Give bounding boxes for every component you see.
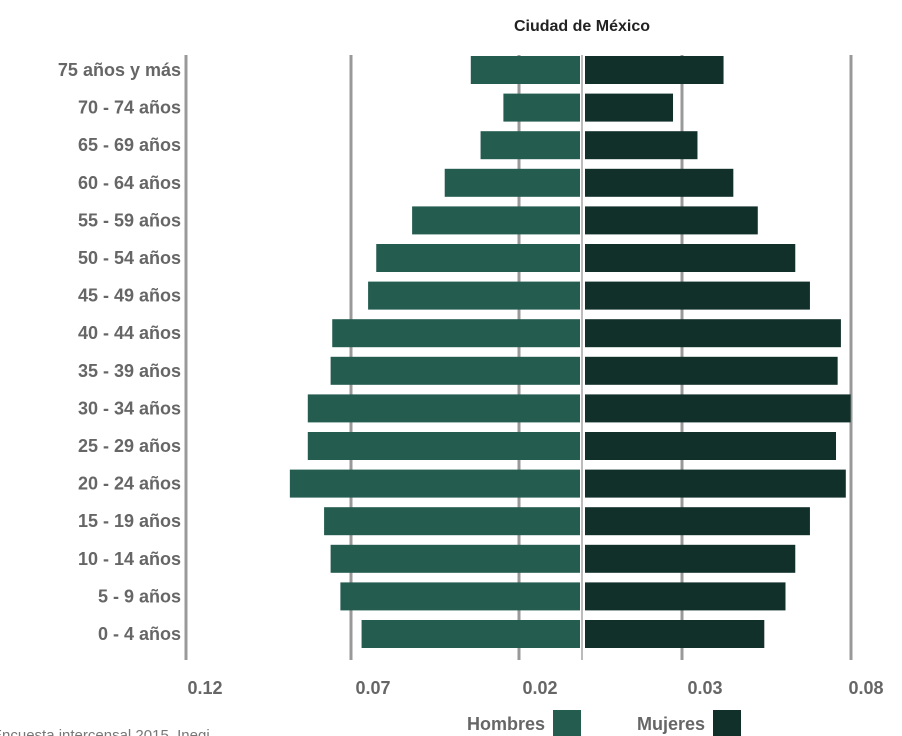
category-label: 35 - 39 años — [78, 361, 181, 381]
chart-title: Ciudad de México — [514, 18, 650, 35]
category-label: 45 - 49 años — [78, 286, 181, 306]
x-tick-label: 0.07 — [355, 678, 390, 698]
category-label: 65 - 69 años — [78, 135, 181, 155]
legend-swatch-mujeres — [713, 710, 741, 736]
legend: Hombres Mujeres — [467, 710, 741, 736]
bar-hombres — [368, 281, 580, 310]
category-label: 70 - 74 años — [78, 98, 181, 118]
bar-hombres — [480, 131, 580, 160]
bar-mujeres — [585, 507, 810, 536]
bar-mujeres — [585, 582, 786, 611]
bar-mujeres — [585, 56, 724, 84]
category-label: 40 - 44 años — [78, 323, 181, 343]
bar-mujeres — [585, 356, 838, 385]
category-label: 30 - 34 años — [78, 398, 181, 418]
bar-hombres — [412, 206, 580, 235]
category-label: 50 - 54 años — [78, 248, 181, 268]
category-label: 15 - 19 años — [78, 511, 181, 531]
bar-mujeres — [585, 544, 796, 573]
bar-mujeres — [585, 432, 837, 460]
bar-mujeres — [585, 620, 765, 648]
bar-mujeres — [585, 394, 851, 423]
bar-hombres — [330, 356, 580, 385]
category-labels: 75 años y más 70 - 74 años 65 - 69 años 60 … — [58, 60, 181, 644]
category-label: 55 - 59 años — [78, 210, 181, 230]
category-label: 75 años y más — [58, 60, 181, 80]
x-tick-label: 0.03 — [687, 678, 722, 698]
legend-label-hombres: Hombres — [467, 714, 545, 734]
category-label: 0 - 4 años — [98, 624, 181, 644]
category-label: 20 - 24 años — [78, 474, 181, 494]
bar-hombres — [324, 507, 580, 536]
bar-hombres — [444, 168, 580, 197]
bar-hombres — [340, 582, 580, 611]
bar-mujeres — [585, 281, 810, 310]
bar-hombres — [361, 620, 580, 648]
legend-label-mujeres: Mujeres — [637, 714, 705, 734]
bars-layer — [289, 55, 851, 660]
bar-hombres — [470, 56, 580, 84]
category-label: 5 - 9 años — [98, 586, 181, 606]
bar-hombres — [289, 469, 580, 498]
bar-hombres — [376, 244, 580, 272]
bar-hombres — [307, 394, 580, 423]
bar-mujeres — [585, 168, 734, 197]
legend-swatch-hombres — [553, 710, 581, 736]
source-note: Encuesta intercensal 2015, Inegi — [0, 727, 210, 736]
bar-mujeres — [585, 93, 674, 122]
bar-mujeres — [585, 244, 796, 272]
category-label: 60 - 64 años — [78, 173, 181, 193]
bar-hombres — [503, 93, 580, 122]
bar-mujeres — [585, 131, 698, 160]
bar-mujeres — [585, 206, 758, 235]
bar-hombres — [330, 544, 580, 573]
bar-hombres — [307, 432, 580, 460]
bar-hombres — [332, 319, 580, 348]
category-label: 10 - 14 años — [78, 549, 181, 569]
x-tick-label: 0.08 — [848, 678, 883, 698]
x-tick-label: 0.02 — [522, 678, 557, 698]
bar-mujeres — [585, 319, 841, 348]
x-tick-label: 0.12 — [187, 678, 222, 698]
bar-mujeres — [585, 469, 846, 498]
category-label: 25 - 29 años — [78, 436, 181, 456]
x-tick-labels: 0.12 0.07 0.02 0.03 0.08 — [187, 678, 883, 698]
